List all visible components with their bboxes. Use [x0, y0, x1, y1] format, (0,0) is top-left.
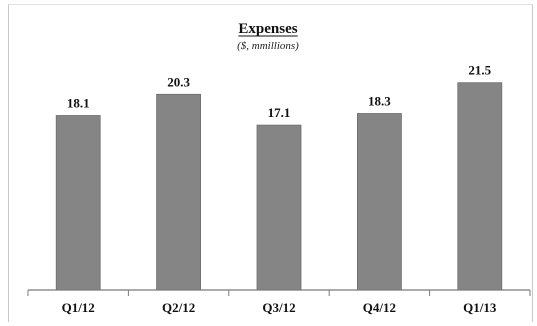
data-label-q3-12: 17.1 — [268, 105, 291, 120]
data-label-q1-12: 18.1 — [67, 96, 90, 111]
tick-label-q4-12: Q4/12 — [363, 300, 396, 315]
data-label-q1-13: 21.5 — [468, 63, 491, 78]
chart-subtitle: ($, mmillions) — [237, 40, 299, 52]
bar-q2-12 — [156, 93, 202, 291]
chart-title: Expenses — [238, 21, 297, 37]
data-label-q2-12: 20.3 — [167, 74, 190, 89]
bar-q1-12 — [55, 115, 101, 291]
data-label-q4-12: 18.3 — [368, 94, 391, 109]
bar-q4-12 — [356, 113, 402, 291]
chart-frame — [8, 4, 533, 322]
data-labels: 18.1 20.3 17.1 18.3 21.5 — [67, 63, 492, 120]
bar-q3-12 — [256, 124, 302, 291]
x-axis-tick-labels: Q1/12 Q2/12 Q3/12 Q4/12 Q1/13 — [62, 300, 497, 315]
tick-label-q2-12: Q2/12 — [162, 300, 195, 315]
tick-label-q1-13: Q1/13 — [463, 300, 497, 315]
x-axis-ticks — [27, 290, 531, 296]
bar-series — [55, 82, 503, 291]
bar-q1-13 — [457, 82, 503, 291]
tick-label-q3-12: Q3/12 — [262, 300, 295, 315]
tick-label-q1-12: Q1/12 — [62, 300, 95, 315]
